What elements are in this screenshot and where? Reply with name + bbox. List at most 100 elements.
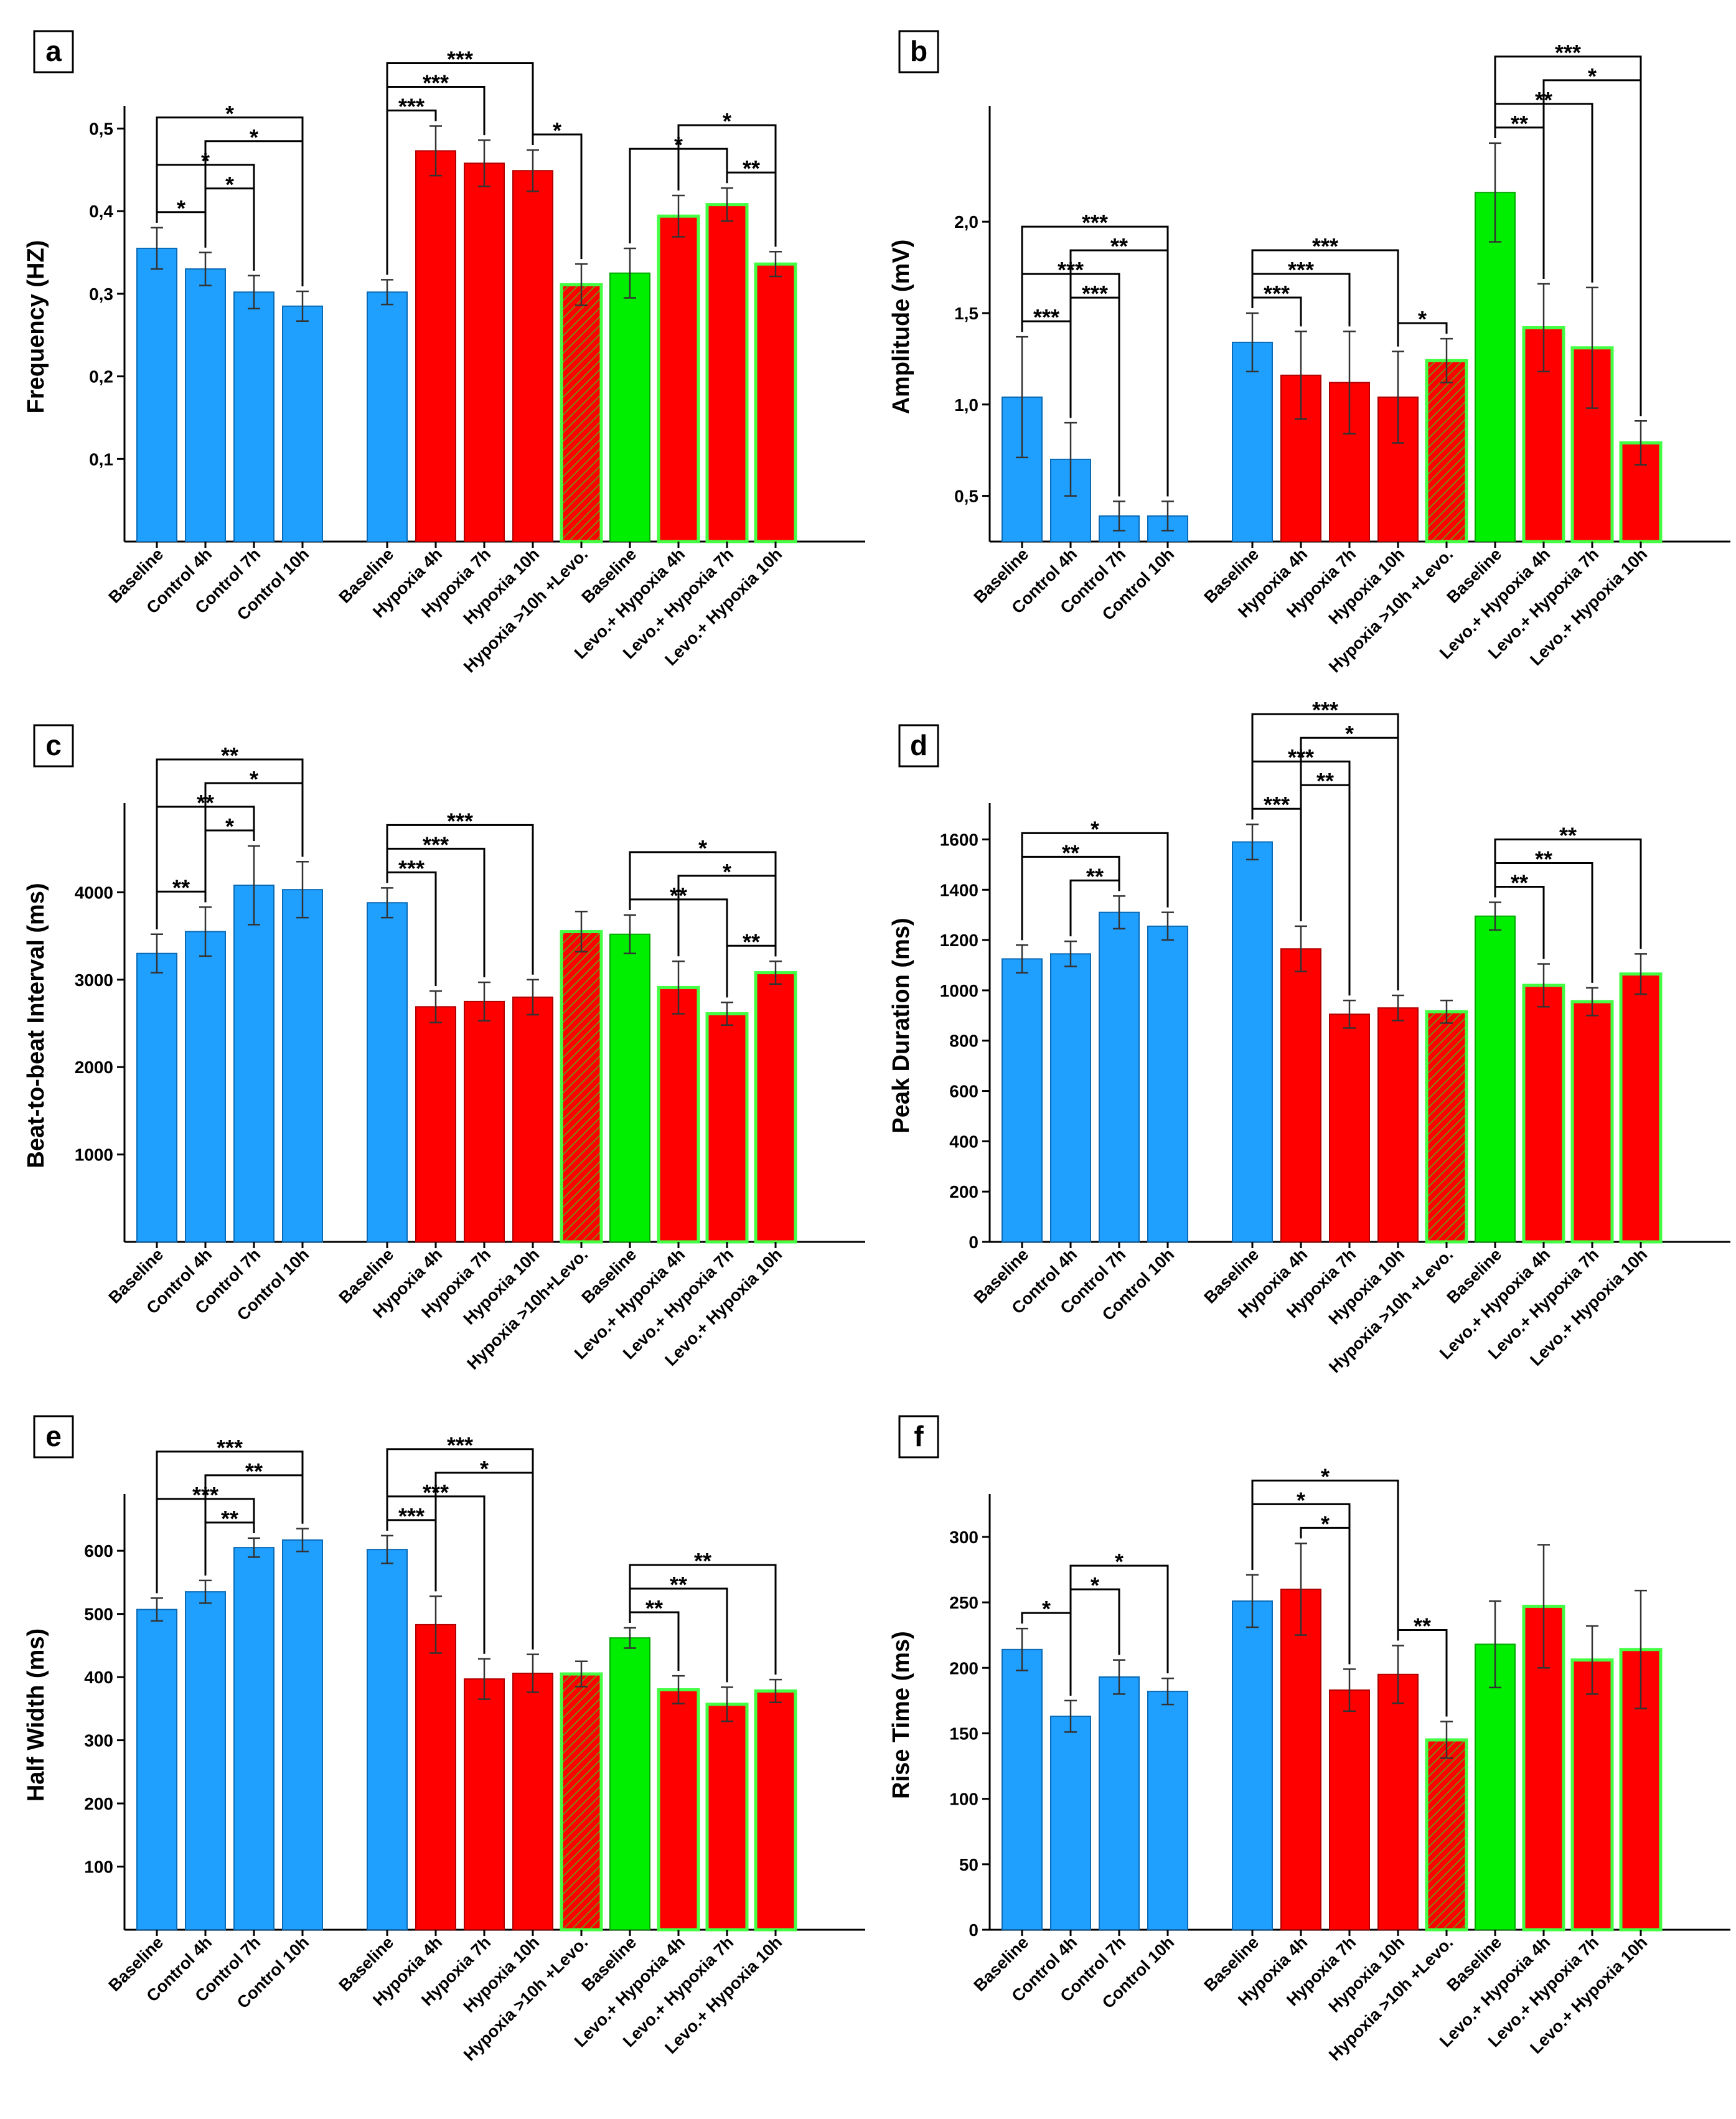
- y-tick-label: 1000: [75, 1145, 113, 1165]
- y-tick-label: 2000: [75, 1058, 113, 1077]
- significance-bracket: [677, 124, 777, 247]
- y-tick-label: 1000: [940, 981, 978, 1000]
- y-tick-label: 800: [949, 1031, 978, 1051]
- significance-stars: ***: [423, 70, 449, 96]
- y-tick-label: 100: [84, 1858, 113, 1877]
- bar: [657, 1688, 700, 1932]
- bar: [705, 203, 749, 543]
- y-tick-label: 2,0: [954, 212, 978, 232]
- significance-stars: *: [225, 814, 234, 839]
- bar: [657, 985, 700, 1244]
- y-tick-label: 0,1: [89, 449, 113, 469]
- bar: [754, 1689, 797, 1932]
- panel-letter-box: [898, 30, 939, 73]
- y-tick-label: 250: [949, 1593, 978, 1612]
- significance-stars: ***: [447, 808, 473, 834]
- bar: [560, 930, 603, 1244]
- y-axis-title: Amplitude (mV): [888, 240, 914, 415]
- bar: [754, 971, 797, 1244]
- bar: [705, 1703, 749, 1932]
- y-axis-title: Peak Duration (ms): [888, 918, 914, 1133]
- y-tick-label: 1,5: [954, 304, 978, 323]
- significance-bracket: [1021, 832, 1169, 941]
- significance-stars: **: [1511, 870, 1528, 896]
- y-tick-label: 600: [949, 1082, 978, 1101]
- significance-stars: *: [250, 125, 258, 150]
- bar: [1099, 1676, 1140, 1930]
- y-tick-label: 3000: [75, 970, 113, 990]
- bar: [1425, 1738, 1468, 1932]
- panel-letter-box: [33, 724, 74, 768]
- significance-bracket: [386, 1448, 534, 1650]
- significance-stars: ***: [1555, 40, 1581, 65]
- significance-bracket: [629, 1564, 777, 1675]
- bar: [1377, 1673, 1419, 1931]
- significance-bracket: [156, 758, 304, 929]
- y-tick-label: 100: [949, 1790, 978, 1809]
- bar: [1147, 1691, 1188, 1930]
- significance-stars: *: [225, 101, 234, 126]
- bar: [1425, 359, 1468, 543]
- y-axis-title: Beat-to-beat Interval (ms): [23, 883, 49, 1168]
- significance-stars: *: [177, 195, 185, 221]
- bar: [1522, 984, 1565, 1244]
- significance-bracket: [156, 1450, 304, 1594]
- panel-letter-box: [33, 1415, 74, 1459]
- bar: [1329, 1689, 1370, 1931]
- y-tick-label: 150: [949, 1724, 978, 1743]
- significance-stars: *: [1297, 1487, 1305, 1513]
- bar: [1280, 1589, 1321, 1931]
- bar: [415, 1006, 456, 1243]
- significance-stars: *: [225, 172, 234, 197]
- panel-letter-box: [898, 1415, 939, 1459]
- y-tick-label: 200: [949, 1658, 978, 1678]
- bar: [1002, 958, 1043, 1243]
- significance-stars: *: [553, 118, 561, 143]
- significance-stars: **: [1110, 233, 1128, 259]
- significance-stars: ***: [1312, 233, 1338, 259]
- bar: [415, 1623, 456, 1930]
- bar: [233, 885, 274, 1243]
- bar: [1570, 1000, 1614, 1244]
- panel-letter: b: [910, 35, 927, 67]
- significance-stars: *: [723, 859, 731, 885]
- significance-stars: ***: [1033, 304, 1059, 330]
- significance-stars: ***: [1082, 281, 1108, 306]
- significance-bracket: [386, 62, 534, 275]
- bar: [1002, 1648, 1043, 1931]
- significance-stars: ***: [217, 1435, 243, 1460]
- bar: [1619, 972, 1663, 1244]
- panel-letter: a: [45, 35, 62, 67]
- significance-stars: *: [1418, 306, 1427, 332]
- bar: [1329, 1013, 1370, 1243]
- bar: [1475, 915, 1516, 1243]
- bar: [705, 1012, 749, 1244]
- y-tick-label: 0: [969, 1920, 978, 1940]
- y-tick-label: 300: [949, 1528, 978, 1547]
- significance-bracket: [156, 116, 304, 286]
- significance-stars: **: [694, 1548, 711, 1574]
- bar: [367, 1549, 408, 1930]
- significance-stars: *: [1345, 721, 1354, 746]
- bar: [609, 933, 650, 1243]
- panel-letter: f: [914, 1420, 924, 1452]
- significance-bracket: [629, 851, 777, 957]
- significance-stars: **: [1316, 768, 1334, 794]
- significance-stars: **: [743, 156, 760, 181]
- significance-stars: ***: [398, 94, 425, 120]
- bar: [512, 996, 553, 1243]
- significance-stars: ***: [1264, 792, 1290, 817]
- bar: [282, 1539, 323, 1931]
- y-tick-label: 1400: [940, 880, 978, 900]
- bar: [367, 291, 408, 542]
- bar: [754, 262, 797, 543]
- bar: [1232, 1600, 1273, 1930]
- significance-bracket: [386, 824, 534, 975]
- significance-stars: ***: [1312, 697, 1338, 723]
- y-tick-label: 600: [84, 1541, 113, 1561]
- significance-bracket: [1251, 713, 1399, 991]
- y-tick-label: 400: [84, 1668, 113, 1687]
- significance-stars: *: [1042, 1596, 1051, 1622]
- significance-stars: *: [1115, 1549, 1124, 1574]
